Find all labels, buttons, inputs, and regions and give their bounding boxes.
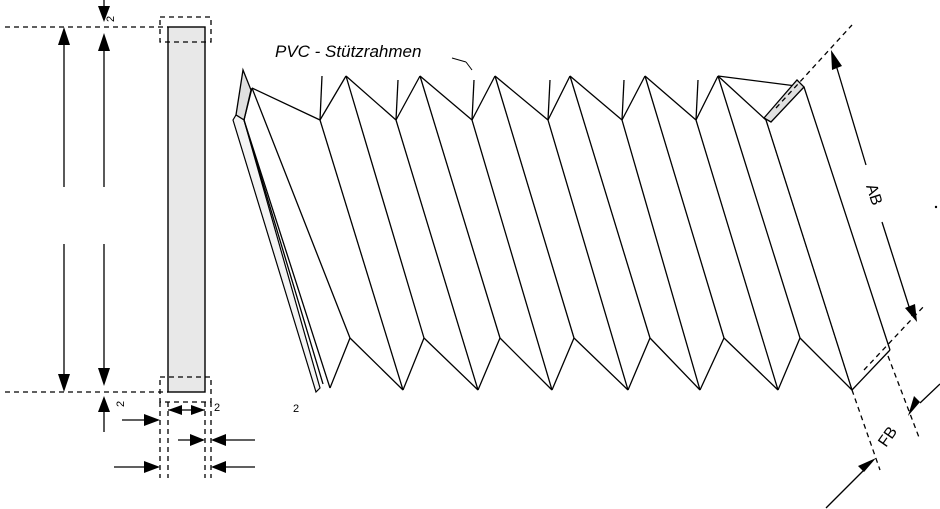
pleat-top-edge bbox=[621, 75, 646, 121]
bellows-pleats bbox=[243, 75, 853, 391]
fb-left-ext bbox=[851, 389, 881, 471]
label-leader bbox=[451, 57, 467, 63]
pleat-fold-line bbox=[644, 75, 725, 339]
pleat-top-edge bbox=[471, 75, 496, 121]
arrowhead bbox=[168, 405, 182, 415]
arrowhead bbox=[98, 396, 110, 412]
pleat-top-edge bbox=[243, 87, 253, 121]
arrowhead bbox=[58, 374, 70, 392]
pleat-fold-line bbox=[251, 87, 351, 339]
pleat-bottom-edge bbox=[699, 337, 725, 391]
pleat-fold-line bbox=[494, 75, 575, 339]
pleat-top-edge bbox=[569, 75, 623, 121]
pleat-fold-line bbox=[547, 119, 629, 391]
pleat-back-fold bbox=[547, 79, 551, 121]
pvc-frame-label: PVC - Stützrahmen bbox=[275, 42, 421, 61]
right-end-frame bbox=[762, 79, 805, 123]
pleat-top-edge bbox=[717, 75, 805, 88]
left-end-frame-side bbox=[232, 114, 321, 394]
pleat-fold-line bbox=[419, 75, 501, 339]
pleat-fold-line bbox=[695, 119, 779, 391]
top-offset-label: 2 bbox=[105, 16, 117, 22]
top-tolerance-box bbox=[159, 16, 212, 43]
frame-side-view: 2 2 2 2 bbox=[5, 0, 299, 478]
pleat-bottom-edge bbox=[423, 337, 479, 391]
left-frame-edge bbox=[243, 119, 324, 385]
pleat-fold-line bbox=[621, 119, 701, 391]
pleat-bottom-edge bbox=[723, 337, 779, 391]
right-bottom-edge bbox=[851, 349, 891, 391]
ab-label: AB bbox=[862, 182, 885, 208]
left-end-frame bbox=[235, 67, 252, 122]
arrowhead bbox=[858, 458, 876, 472]
pleat-back-fold bbox=[695, 79, 699, 121]
dot-mark bbox=[934, 205, 938, 209]
pleat-top-edge bbox=[494, 75, 549, 121]
pleat-back-fold bbox=[319, 75, 323, 121]
pleat-bottom-edge bbox=[649, 337, 701, 391]
pleat-bottom-edge bbox=[329, 337, 351, 389]
pleat-bottom-edge bbox=[799, 337, 853, 391]
pleat-back-fold bbox=[395, 79, 399, 121]
pleat-back-fold bbox=[621, 79, 625, 121]
pleat-top-edge bbox=[395, 75, 421, 121]
pleat-bottom-edge bbox=[573, 337, 629, 391]
pleat-fold-line bbox=[319, 119, 404, 391]
arrowhead bbox=[905, 304, 917, 322]
label-leader-2 bbox=[465, 61, 473, 71]
bellows-perspective: PVC - Stützrahmen bbox=[232, 42, 891, 394]
pleat-top-edge bbox=[419, 75, 473, 121]
fb-arrow-line-left bbox=[825, 467, 867, 509]
fb-label: FB bbox=[875, 424, 901, 451]
pleat-bottom-edge bbox=[349, 337, 404, 391]
arrowhead bbox=[831, 50, 842, 70]
pleat-top-edge bbox=[717, 75, 767, 121]
arrowhead bbox=[144, 414, 160, 426]
pleat-top-edge bbox=[695, 75, 719, 121]
ab-dim-line-upper bbox=[835, 64, 867, 166]
pleat-fold-line bbox=[395, 119, 479, 391]
pleat-top-edge bbox=[251, 87, 321, 121]
pleat-bottom-edge bbox=[499, 337, 553, 391]
arrowhead bbox=[98, 368, 110, 386]
pleat-fold-line bbox=[345, 75, 425, 339]
ab-top-ext bbox=[775, 24, 853, 109]
pleat-bottom-edge bbox=[777, 337, 801, 391]
arrowhead bbox=[211, 461, 226, 473]
pleat-bottom-edge bbox=[477, 337, 501, 391]
pleat-fold-line bbox=[569, 75, 651, 339]
arrowhead bbox=[58, 27, 70, 45]
pleat-top-edge bbox=[319, 75, 347, 121]
arrowhead bbox=[144, 461, 160, 473]
pleat-fold-line bbox=[243, 119, 331, 389]
right-outer-edge bbox=[803, 86, 891, 351]
hidden-edge bbox=[765, 119, 853, 391]
side-offset-label: 2 bbox=[214, 402, 220, 414]
bottom-offset-label: 2 bbox=[115, 401, 127, 407]
fb-arrow-line-right bbox=[919, 383, 940, 404]
fb-right-ext bbox=[887, 355, 921, 441]
ab-dim-line-lower bbox=[881, 221, 913, 317]
pleat-back-fold bbox=[471, 79, 475, 121]
pleat-bottom-edge bbox=[551, 337, 575, 391]
pleat-fold-line bbox=[471, 119, 553, 391]
arrowhead bbox=[98, 6, 110, 22]
pleat-top-edge bbox=[345, 75, 397, 121]
arrowhead bbox=[211, 434, 226, 446]
bellows-dimensions: AB FB bbox=[775, 24, 940, 509]
pleat-top-edge bbox=[644, 75, 697, 121]
pleat-fold-line bbox=[717, 75, 801, 339]
extra-offset-label: 2 bbox=[293, 403, 299, 415]
arrowhead bbox=[908, 396, 920, 416]
arrowhead bbox=[98, 33, 110, 51]
pleat-bottom-edge bbox=[402, 337, 425, 391]
pleat-top-edge bbox=[547, 75, 571, 121]
bottom-tolerance-box bbox=[159, 376, 212, 403]
arrowhead bbox=[190, 434, 205, 446]
frame-profile bbox=[167, 26, 206, 393]
pleat-bottom-edge bbox=[627, 337, 651, 391]
arrowhead bbox=[191, 405, 205, 415]
